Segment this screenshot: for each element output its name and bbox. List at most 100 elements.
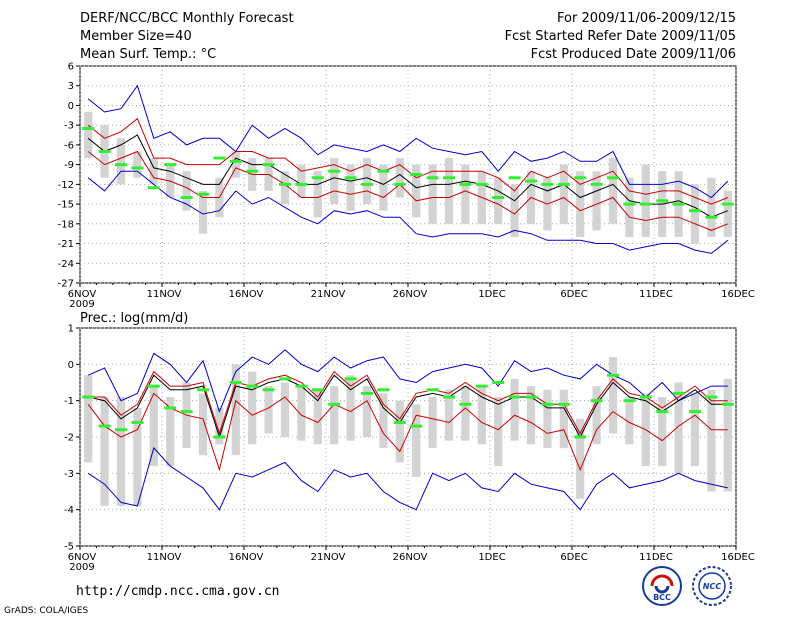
observed-marker [213, 156, 226, 160]
y-tick-label: -18 [58, 219, 74, 230]
observed-marker [279, 182, 291, 186]
ensemble-box [543, 389, 552, 448]
observed-marker [361, 182, 373, 186]
x-tick-label: 6DEC [560, 289, 587, 300]
bcc-logo: BCC [642, 566, 682, 606]
observed-marker [689, 209, 701, 213]
ensemble-box [461, 164, 470, 224]
ensemble-box [494, 397, 503, 467]
y-tick-label: -1 [64, 396, 74, 407]
upper-panel-title: Mean Surf. Temp.: °C [80, 47, 216, 62]
y-tick-label: -27 [58, 279, 74, 290]
ensemble-box [362, 158, 372, 205]
observed-marker [672, 391, 685, 395]
ensemble-box [84, 375, 93, 463]
observed-marker [147, 384, 160, 388]
observed-marker [197, 388, 209, 392]
observed-marker [557, 182, 570, 186]
ensemble-box [297, 164, 306, 198]
observed-marker [639, 202, 652, 206]
observed-marker [295, 384, 308, 388]
ensemble-box [608, 357, 618, 434]
sd-lower-line [87, 392, 728, 472]
observed-marker [574, 435, 587, 439]
observed-marker [525, 395, 537, 399]
observed-marker [115, 428, 127, 432]
observed-marker [229, 381, 242, 384]
observed-marker [180, 196, 193, 200]
ensemble-box [674, 382, 683, 474]
observed-marker [459, 402, 472, 406]
observed-marker [393, 182, 406, 186]
sd-upper-line [88, 370, 728, 436]
ensemble-box [412, 404, 421, 477]
ensemble-box [280, 382, 290, 437]
observed-marker [721, 202, 734, 206]
ensemble-box [166, 397, 175, 467]
x-tick-label: 11NOV [147, 289, 182, 300]
ensemble-box [231, 151, 240, 178]
observed-marker [656, 410, 669, 414]
observed-marker [262, 388, 275, 392]
ensemble-box [149, 158, 158, 185]
observed-marker [410, 173, 423, 176]
observed-marker [574, 176, 587, 180]
observed-marker [262, 163, 275, 167]
ensemble-box [182, 171, 191, 211]
ensemble-box [395, 158, 404, 198]
ensemble-box [116, 138, 126, 185]
observed-marker [590, 399, 603, 403]
y-tick-label: -21 [58, 239, 74, 250]
x-tick-label: 11NOV [147, 552, 182, 563]
ensemble-mean-line [88, 374, 728, 439]
y-tick-label: 1 [68, 324, 74, 335]
sd-lower-line [87, 150, 728, 231]
ncc-logo: NCC [692, 566, 732, 606]
observed-marker [705, 395, 718, 399]
observed-marker [213, 435, 226, 439]
x-tick-label: 16NOV [229, 552, 264, 563]
ensemble-box [313, 171, 322, 218]
ensemble-box [690, 184, 700, 244]
observed-marker [246, 384, 259, 388]
y-tick-label: 6 [68, 62, 74, 73]
observed-marker [623, 202, 636, 206]
ensemble-box [461, 386, 470, 441]
ensemble-box [494, 177, 503, 224]
x-tick-label: 16DEC [721, 552, 755, 563]
observed-marker [377, 169, 390, 173]
x-tick-label: 26NOV [393, 289, 428, 300]
ensemble-mean-line [87, 134, 728, 218]
observed-marker [377, 388, 390, 392]
sd-upper-line [87, 117, 728, 205]
observed-marker [508, 395, 521, 399]
ensemble-box [641, 164, 650, 237]
observed-marker [82, 395, 95, 399]
observed-marker [131, 420, 144, 424]
ensemble-box [313, 389, 322, 445]
x-tick-label: 1DEC [478, 552, 505, 563]
observed-marker [508, 176, 521, 180]
grads-credit: GrADS: COLA/IGES [4, 606, 88, 616]
ensemble-box [198, 190, 208, 234]
x-tick-label: 6NOV [68, 552, 97, 563]
observed-marker [295, 182, 308, 186]
observed-marker [672, 202, 685, 206]
x-tick-label: 16DEC [721, 289, 755, 300]
ensemble-box [444, 158, 454, 224]
observed-marker [557, 402, 570, 406]
ensemble-box [510, 378, 519, 441]
observed-marker [475, 384, 488, 388]
ensemble-box [625, 397, 634, 445]
fcst-started-date: Fcst Started Refer Date 2009/11/05 [505, 29, 736, 44]
observed-marker [492, 381, 505, 384]
ensemble-box [412, 164, 421, 218]
ensemble-box [116, 397, 126, 507]
ensemble-box [362, 386, 372, 437]
y-tick-label: -5 [64, 542, 74, 553]
ensemble-box [723, 190, 732, 237]
observed-marker [361, 391, 373, 395]
figure-title: DERF/NCC/BCC Monthly Forecast [80, 11, 294, 26]
max-line [87, 349, 728, 414]
